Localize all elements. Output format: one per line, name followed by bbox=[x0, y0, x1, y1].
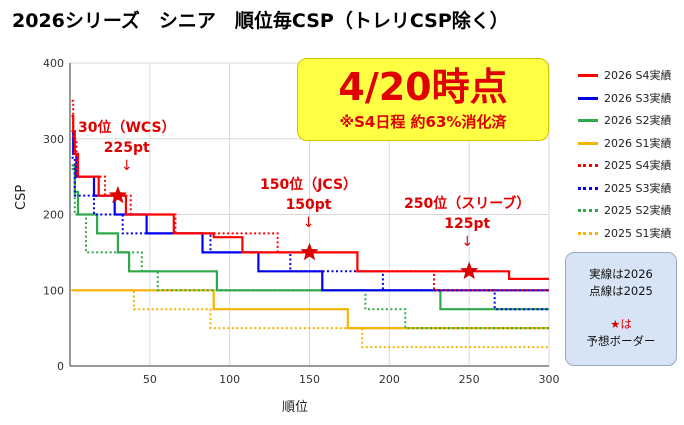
y-tick-label: 100 bbox=[43, 284, 64, 297]
annotation-rank150: 150位（JCS） 150pt ↓ bbox=[260, 175, 357, 231]
note-box: 実線は2026 点線は2025 ★は 予想ボーダー bbox=[565, 252, 677, 366]
x-tick-label: 250 bbox=[459, 373, 480, 386]
series-line-1 bbox=[71, 114, 549, 280]
border-star-marker bbox=[108, 185, 128, 204]
series-line-4 bbox=[71, 289, 549, 330]
series-line-8 bbox=[71, 289, 549, 349]
legend-swatch bbox=[578, 186, 598, 190]
x-tick-label: 150 bbox=[299, 373, 320, 386]
date-callout: 4/20時点 ※S4日程 約63%消化済 bbox=[297, 58, 549, 141]
legend-label: 2026 S2実績 bbox=[604, 114, 672, 127]
tick-labels: 0 100 200 300 400 50 100 150 200 250 300 bbox=[43, 57, 560, 386]
border-star-marker bbox=[300, 242, 319, 261]
border-stars bbox=[108, 185, 479, 280]
y-tick-label: 300 bbox=[43, 133, 64, 146]
x-tick-label: 100 bbox=[219, 373, 240, 386]
note-solid-line: 実線は2026 bbox=[589, 267, 653, 281]
annotation-rank150-label: 150位（JCS） bbox=[260, 177, 358, 193]
legend-swatch bbox=[578, 141, 598, 145]
legend-swatch bbox=[578, 209, 598, 212]
annotation-rank150-value: 150pt bbox=[285, 197, 332, 213]
legend-label: 2026 S4実績 bbox=[604, 69, 672, 82]
legend-label: 2026 S1実績 bbox=[604, 136, 672, 150]
legend-label: 2025 S2実績 bbox=[604, 204, 672, 217]
x-tick-label: 200 bbox=[379, 373, 400, 386]
callout-date: 4/20時点 bbox=[338, 65, 508, 109]
down-arrow-icon: ↓ bbox=[302, 215, 315, 231]
y-axis-label: CSP bbox=[14, 184, 29, 210]
annotation-rank30-value: 225pt bbox=[103, 140, 150, 156]
down-arrow-icon: ↓ bbox=[461, 234, 474, 250]
x-tick-label: 300 bbox=[539, 373, 560, 386]
note-predicted-border: 予想ボーダー bbox=[586, 334, 656, 348]
legend-swatch bbox=[578, 96, 598, 100]
series-lines bbox=[71, 99, 549, 349]
legend-swatch bbox=[578, 119, 598, 122]
series-line-2 bbox=[71, 130, 549, 292]
note-dotted-line: 点線は2025 bbox=[589, 284, 653, 298]
y-tick-label: 0 bbox=[57, 360, 64, 373]
legend-swatch bbox=[578, 164, 598, 167]
annotation-rank30: 30位（WCS） 225pt ↓ bbox=[78, 118, 176, 174]
annotation-rank250-value: 125pt bbox=[444, 216, 491, 232]
legend-label: 2025 S3実績 bbox=[604, 181, 672, 195]
legend-swatch bbox=[578, 74, 598, 77]
legend-swatch bbox=[578, 231, 598, 235]
legend-label: 2026 S3実績 bbox=[604, 91, 672, 105]
y-tick-label: 200 bbox=[43, 209, 64, 222]
callout-progress: ※S4日程 約63%消化済 bbox=[339, 113, 507, 131]
chart-title: 2026シリーズ シニア 順位毎CSP（トレリCSP除く） bbox=[12, 10, 509, 32]
y-tick-label: 400 bbox=[43, 57, 64, 70]
axes bbox=[69, 63, 549, 367]
note-star: ★は bbox=[610, 317, 632, 331]
border-star-marker bbox=[459, 261, 479, 280]
x-axis-label: 順位 bbox=[282, 400, 309, 415]
annotation-rank30-label: 30位（WCS） bbox=[78, 120, 176, 136]
legend-label: 2025 S4実績 bbox=[604, 159, 672, 172]
annotation-rank250-label: 250位（スリーブ） bbox=[404, 196, 531, 212]
x-tick-label: 50 bbox=[143, 373, 157, 386]
down-arrow-icon: ↓ bbox=[120, 158, 133, 174]
annotation-rank250: 250位（スリーブ） 125pt ↓ bbox=[404, 194, 530, 250]
legend-label: 2025 S1実績 bbox=[604, 226, 672, 240]
